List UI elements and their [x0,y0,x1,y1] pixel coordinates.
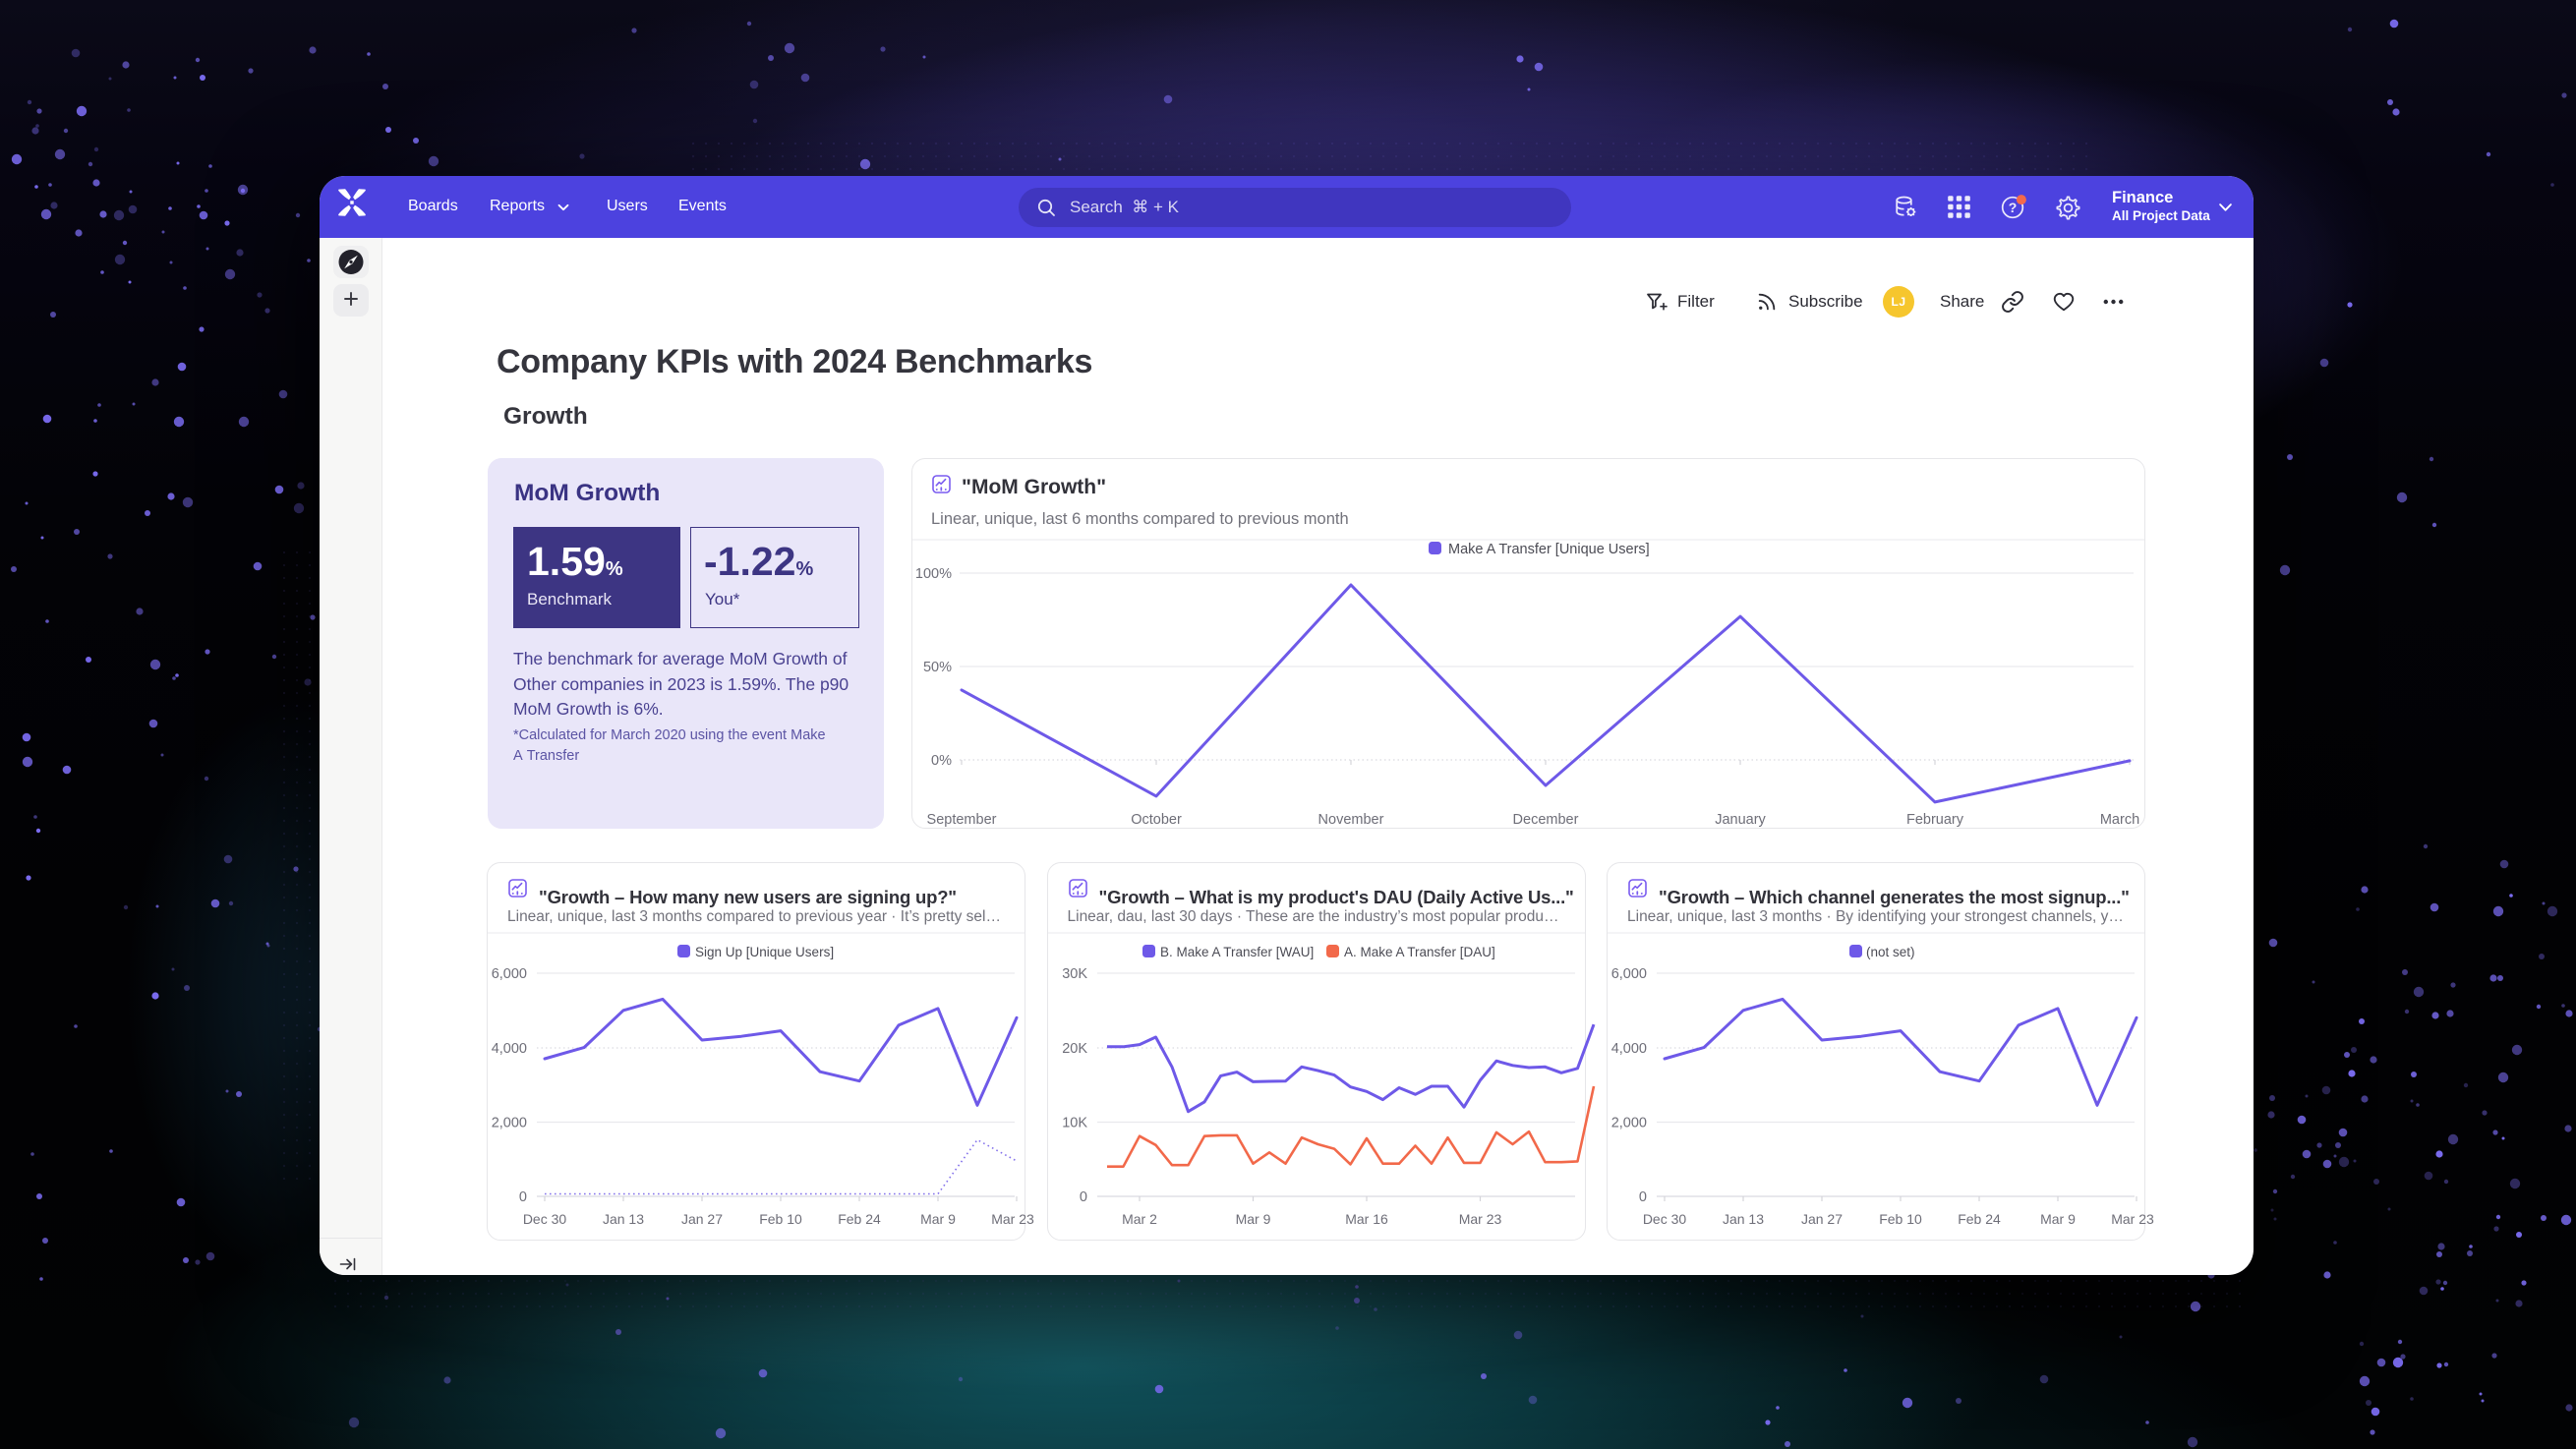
svg-text:2,000: 2,000 [492,1116,527,1131]
svg-text:Make A Transfer [Unique Users]: Make A Transfer [Unique Users] [1448,542,1650,557]
svg-text:Mar 9: Mar 9 [920,1211,956,1227]
svg-text:?: ? [2009,200,2018,215]
svg-text:March: March [2100,812,2139,828]
svg-text:Mar 23: Mar 23 [2111,1211,2154,1227]
svg-text:Jan 27: Jan 27 [681,1211,723,1227]
svg-text:20K: 20K [1062,1041,1087,1057]
svg-text:Jan 13: Jan 13 [1723,1211,1764,1227]
svg-text:30K: 30K [1062,966,1087,982]
svg-text:Mar 23: Mar 23 [1458,1211,1501,1227]
svg-text:Feb 24: Feb 24 [838,1211,881,1227]
svg-text:Mar 2: Mar 2 [1122,1211,1157,1227]
svg-text:Mar 9: Mar 9 [2040,1211,2076,1227]
svg-text:Mar 23: Mar 23 [991,1211,1034,1227]
svg-text:Dec 30: Dec 30 [523,1211,567,1227]
svg-text:A. Make A Transfer [DAU]: A. Make A Transfer [DAU] [1344,945,1495,959]
svg-text:10K: 10K [1062,1116,1087,1131]
svg-text:Feb 10: Feb 10 [1879,1211,1922,1227]
svg-text:Feb 24: Feb 24 [1958,1211,2001,1227]
svg-text:0: 0 [1079,1189,1086,1205]
svg-text:Sign Up [Unique Users]: Sign Up [Unique Users] [695,945,834,959]
svg-text:0: 0 [1639,1189,1647,1205]
svg-text:(not set): (not set) [1866,945,1915,959]
svg-text:B. Make A Transfer [WAU]: B. Make A Transfer [WAU] [1160,945,1314,959]
svg-text:100%: 100% [915,566,952,582]
svg-text:January: January [1715,812,1766,828]
svg-text:February: February [1906,812,1964,828]
svg-text:Jan 13: Jan 13 [603,1211,644,1227]
svg-text:50%: 50% [923,660,952,675]
svg-text:September: September [927,812,997,828]
svg-text:0%: 0% [931,753,952,769]
svg-text:6,000: 6,000 [1611,966,1647,982]
svg-text:Dec 30: Dec 30 [1643,1211,1687,1227]
svg-text:4,000: 4,000 [1611,1041,1647,1057]
svg-text:Mar 9: Mar 9 [1235,1211,1270,1227]
svg-text:November: November [1318,812,1384,828]
svg-text:Jan 27: Jan 27 [1801,1211,1843,1227]
svg-text:Feb 10: Feb 10 [759,1211,802,1227]
svg-text:6,000: 6,000 [492,966,527,982]
svg-text:December: December [1513,812,1579,828]
svg-text:0: 0 [519,1189,527,1205]
svg-text:Mar 16: Mar 16 [1345,1211,1388,1227]
svg-text:2,000: 2,000 [1611,1116,1647,1131]
svg-text:October: October [1131,812,1182,828]
svg-text:4,000: 4,000 [492,1041,527,1057]
